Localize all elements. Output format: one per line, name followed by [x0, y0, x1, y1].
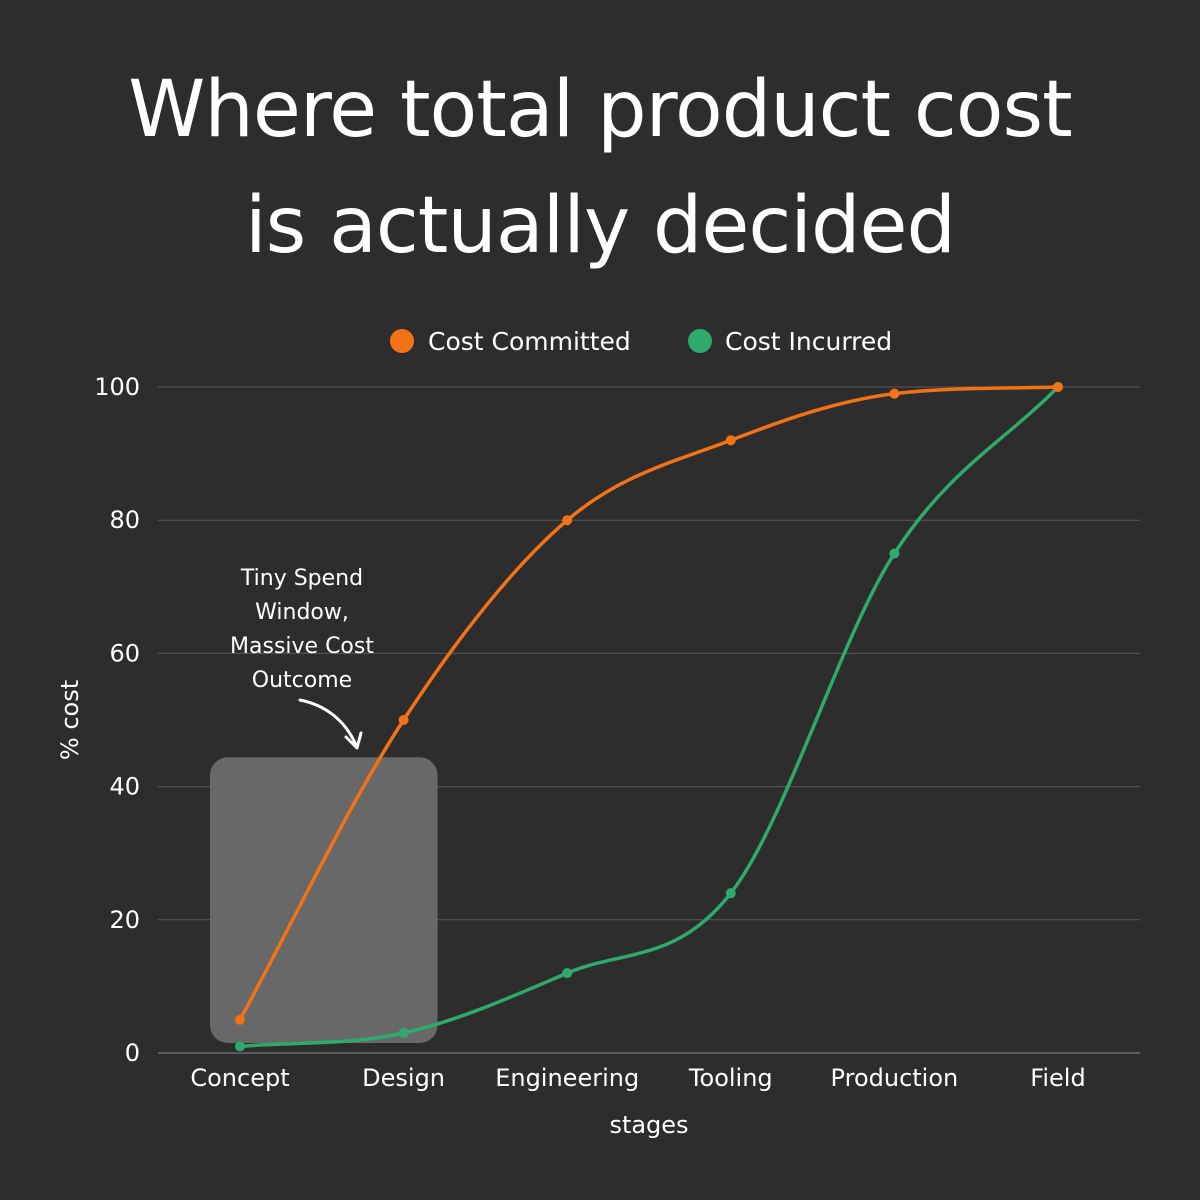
- x-tick-label: Engineering: [495, 1064, 639, 1092]
- data-point-cost-incurred: [398, 1028, 409, 1039]
- annotation: Tiny Spend Window, Massive Cost Outcome: [230, 566, 374, 750]
- legend-marker-cost-incurred: [688, 329, 712, 353]
- data-point-cost-committed: [889, 388, 900, 399]
- data-point-cost-incurred: [235, 1041, 245, 1052]
- y-tick-label: 0: [125, 1039, 140, 1067]
- series-layer: [235, 382, 1063, 1052]
- annotation-text-line: Window,: [255, 600, 349, 625]
- chart-title-line-2: is actually decided: [245, 181, 956, 271]
- annotation-text-line: Tiny Spend: [240, 566, 363, 591]
- y-tick-label: 80: [109, 506, 140, 534]
- y-tick-label: 60: [109, 639, 140, 667]
- annotation-arrow: [298, 698, 358, 747]
- highlight-box: [210, 757, 438, 1043]
- highlight-layer: [210, 757, 438, 1043]
- data-point-cost-incurred: [889, 548, 900, 559]
- annotation-text-line: Outcome: [252, 668, 352, 693]
- y-tick-label: 40: [109, 773, 140, 801]
- y-axis-title: % cost: [56, 680, 84, 760]
- chart-title-line-1: Where total product cost: [128, 65, 1072, 155]
- legend-label-cost-incurred: Cost Incurred: [725, 327, 892, 356]
- data-point-cost-committed: [398, 715, 409, 725]
- data-point-cost-incurred: [725, 888, 736, 899]
- legend-marker-cost-committed: [390, 329, 414, 353]
- y-tick-label: 20: [109, 906, 140, 934]
- data-point-cost-committed: [1053, 382, 1063, 392]
- data-point-cost-committed: [235, 1014, 245, 1025]
- x-tick-label: Production: [831, 1064, 959, 1092]
- x-tick-label: Design: [362, 1064, 445, 1092]
- annotation-arrow-head: [344, 731, 363, 750]
- chart-title: Where total product cost is actually dec…: [0, 52, 1200, 284]
- legend: Cost Committed Cost Incurred: [390, 327, 892, 356]
- x-tick-label: Concept: [190, 1064, 289, 1092]
- y-tick-label: 100: [94, 373, 140, 401]
- axis-layer: 0 20 40 60 80 100 Concept Design Engineering Tool…: [56, 373, 1086, 1139]
- legend-label-cost-committed: Cost Committed: [428, 327, 631, 356]
- x-axis-title: stages: [609, 1111, 688, 1139]
- data-point-cost-incurred: [562, 968, 573, 979]
- data-point-cost-committed: [562, 515, 573, 526]
- data-point-cost-committed: [725, 435, 736, 446]
- x-tick-label: Field: [1030, 1064, 1085, 1092]
- annotation-text-line: Massive Cost: [230, 634, 374, 659]
- x-tick-label: Tooling: [688, 1064, 773, 1092]
